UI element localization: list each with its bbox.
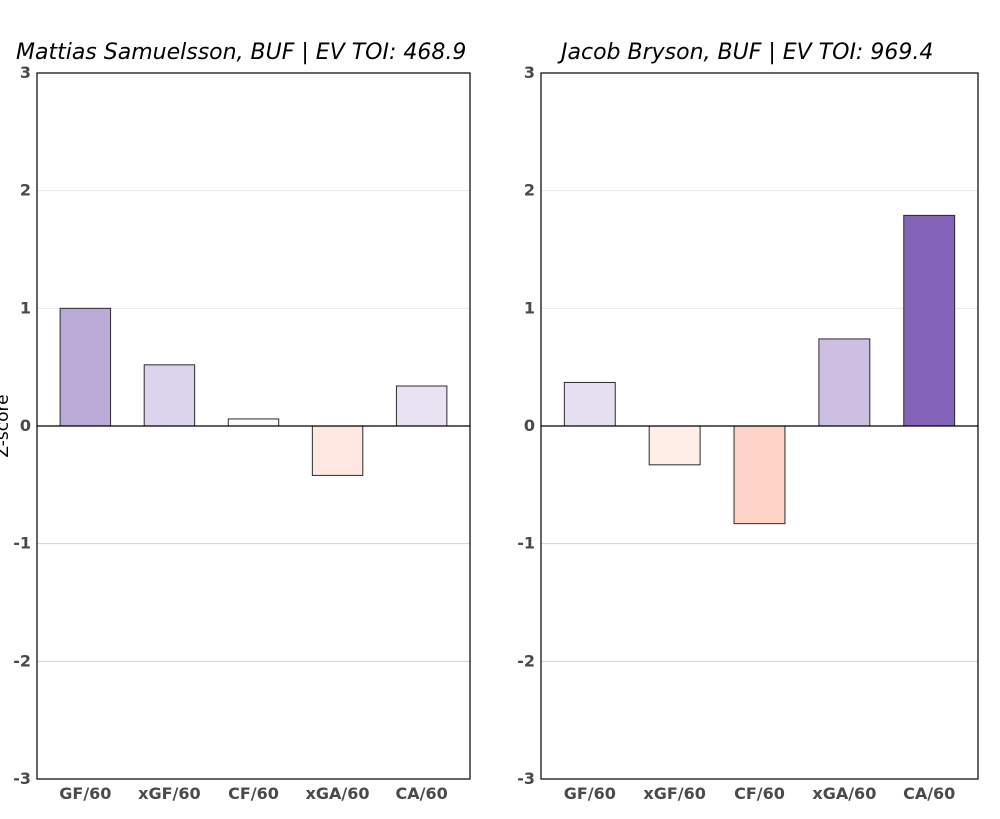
x-tick-label: xGA/60	[812, 784, 876, 803]
panel-1-title: Mattias Samuelsson, BUF | EV TOI: 468.9	[16, 40, 466, 65]
y-tick-label: 0	[524, 416, 535, 435]
y-tick-label: 1	[524, 298, 535, 317]
panel-1: Mattias Samuelsson, BUF | EV TOI: 468.93…	[13, 40, 471, 803]
plot-frame	[540, 72, 979, 780]
x-tick-label: CA/60	[903, 784, 955, 803]
x-tick-label: GF/60	[564, 784, 616, 803]
plot-frame	[36, 72, 471, 780]
panel-1-title-wrap: Mattias Samuelsson, BUF | EV TOI: 468.9	[16, 40, 466, 65]
panel-2: Jacob Bryson, BUF | EV TOI: 969.4 3 2 1 0 -1 -…	[517, 40, 979, 803]
y-tick-label: 0	[20, 416, 31, 435]
bar-gf-60	[563, 381, 616, 427]
y-axis-label: Z-score	[0, 394, 13, 457]
y-tick-label: -1	[13, 534, 31, 553]
bar-xga-60	[818, 338, 871, 427]
panel-2-title: Jacob Bryson, BUF | EV TOI: 969.4	[557, 40, 933, 65]
bar-xga-60	[311, 425, 364, 476]
y-tick-label: -2	[517, 651, 535, 670]
y-tick-label: 2	[524, 181, 535, 200]
y-tick-label: -2	[13, 651, 31, 670]
y-tick-label: -3	[13, 769, 31, 788]
y-tick-label: -1	[517, 534, 535, 553]
bar-xgf-60	[648, 425, 701, 466]
x-tick-label: xGF/60	[643, 784, 706, 803]
x-tick-label: xGA/60	[306, 784, 370, 803]
bar-gf-60	[59, 307, 112, 427]
bar-ca-60	[395, 385, 448, 427]
y-tick-label: 3	[524, 63, 535, 82]
x-tick-label: GF/60	[59, 784, 111, 803]
x-tick-label: CA/60	[396, 784, 448, 803]
y-tick-label: 3	[20, 63, 31, 82]
x-tick-label: CF/60	[228, 784, 279, 803]
bar-cf-60	[227, 418, 280, 427]
y-tick-label: -3	[517, 769, 535, 788]
x-tick-label: CF/60	[734, 784, 785, 803]
bar-cf-60	[733, 425, 786, 525]
y-tick-label: 1	[20, 298, 31, 317]
x-tick-label: xGF/60	[138, 784, 201, 803]
panel-2-title-wrap: Jacob Bryson, BUF | EV TOI: 969.4	[557, 40, 933, 65]
bar-ca-60	[903, 214, 956, 427]
y-tick-label: 2	[20, 181, 31, 200]
bar-xgf-60	[143, 364, 196, 427]
